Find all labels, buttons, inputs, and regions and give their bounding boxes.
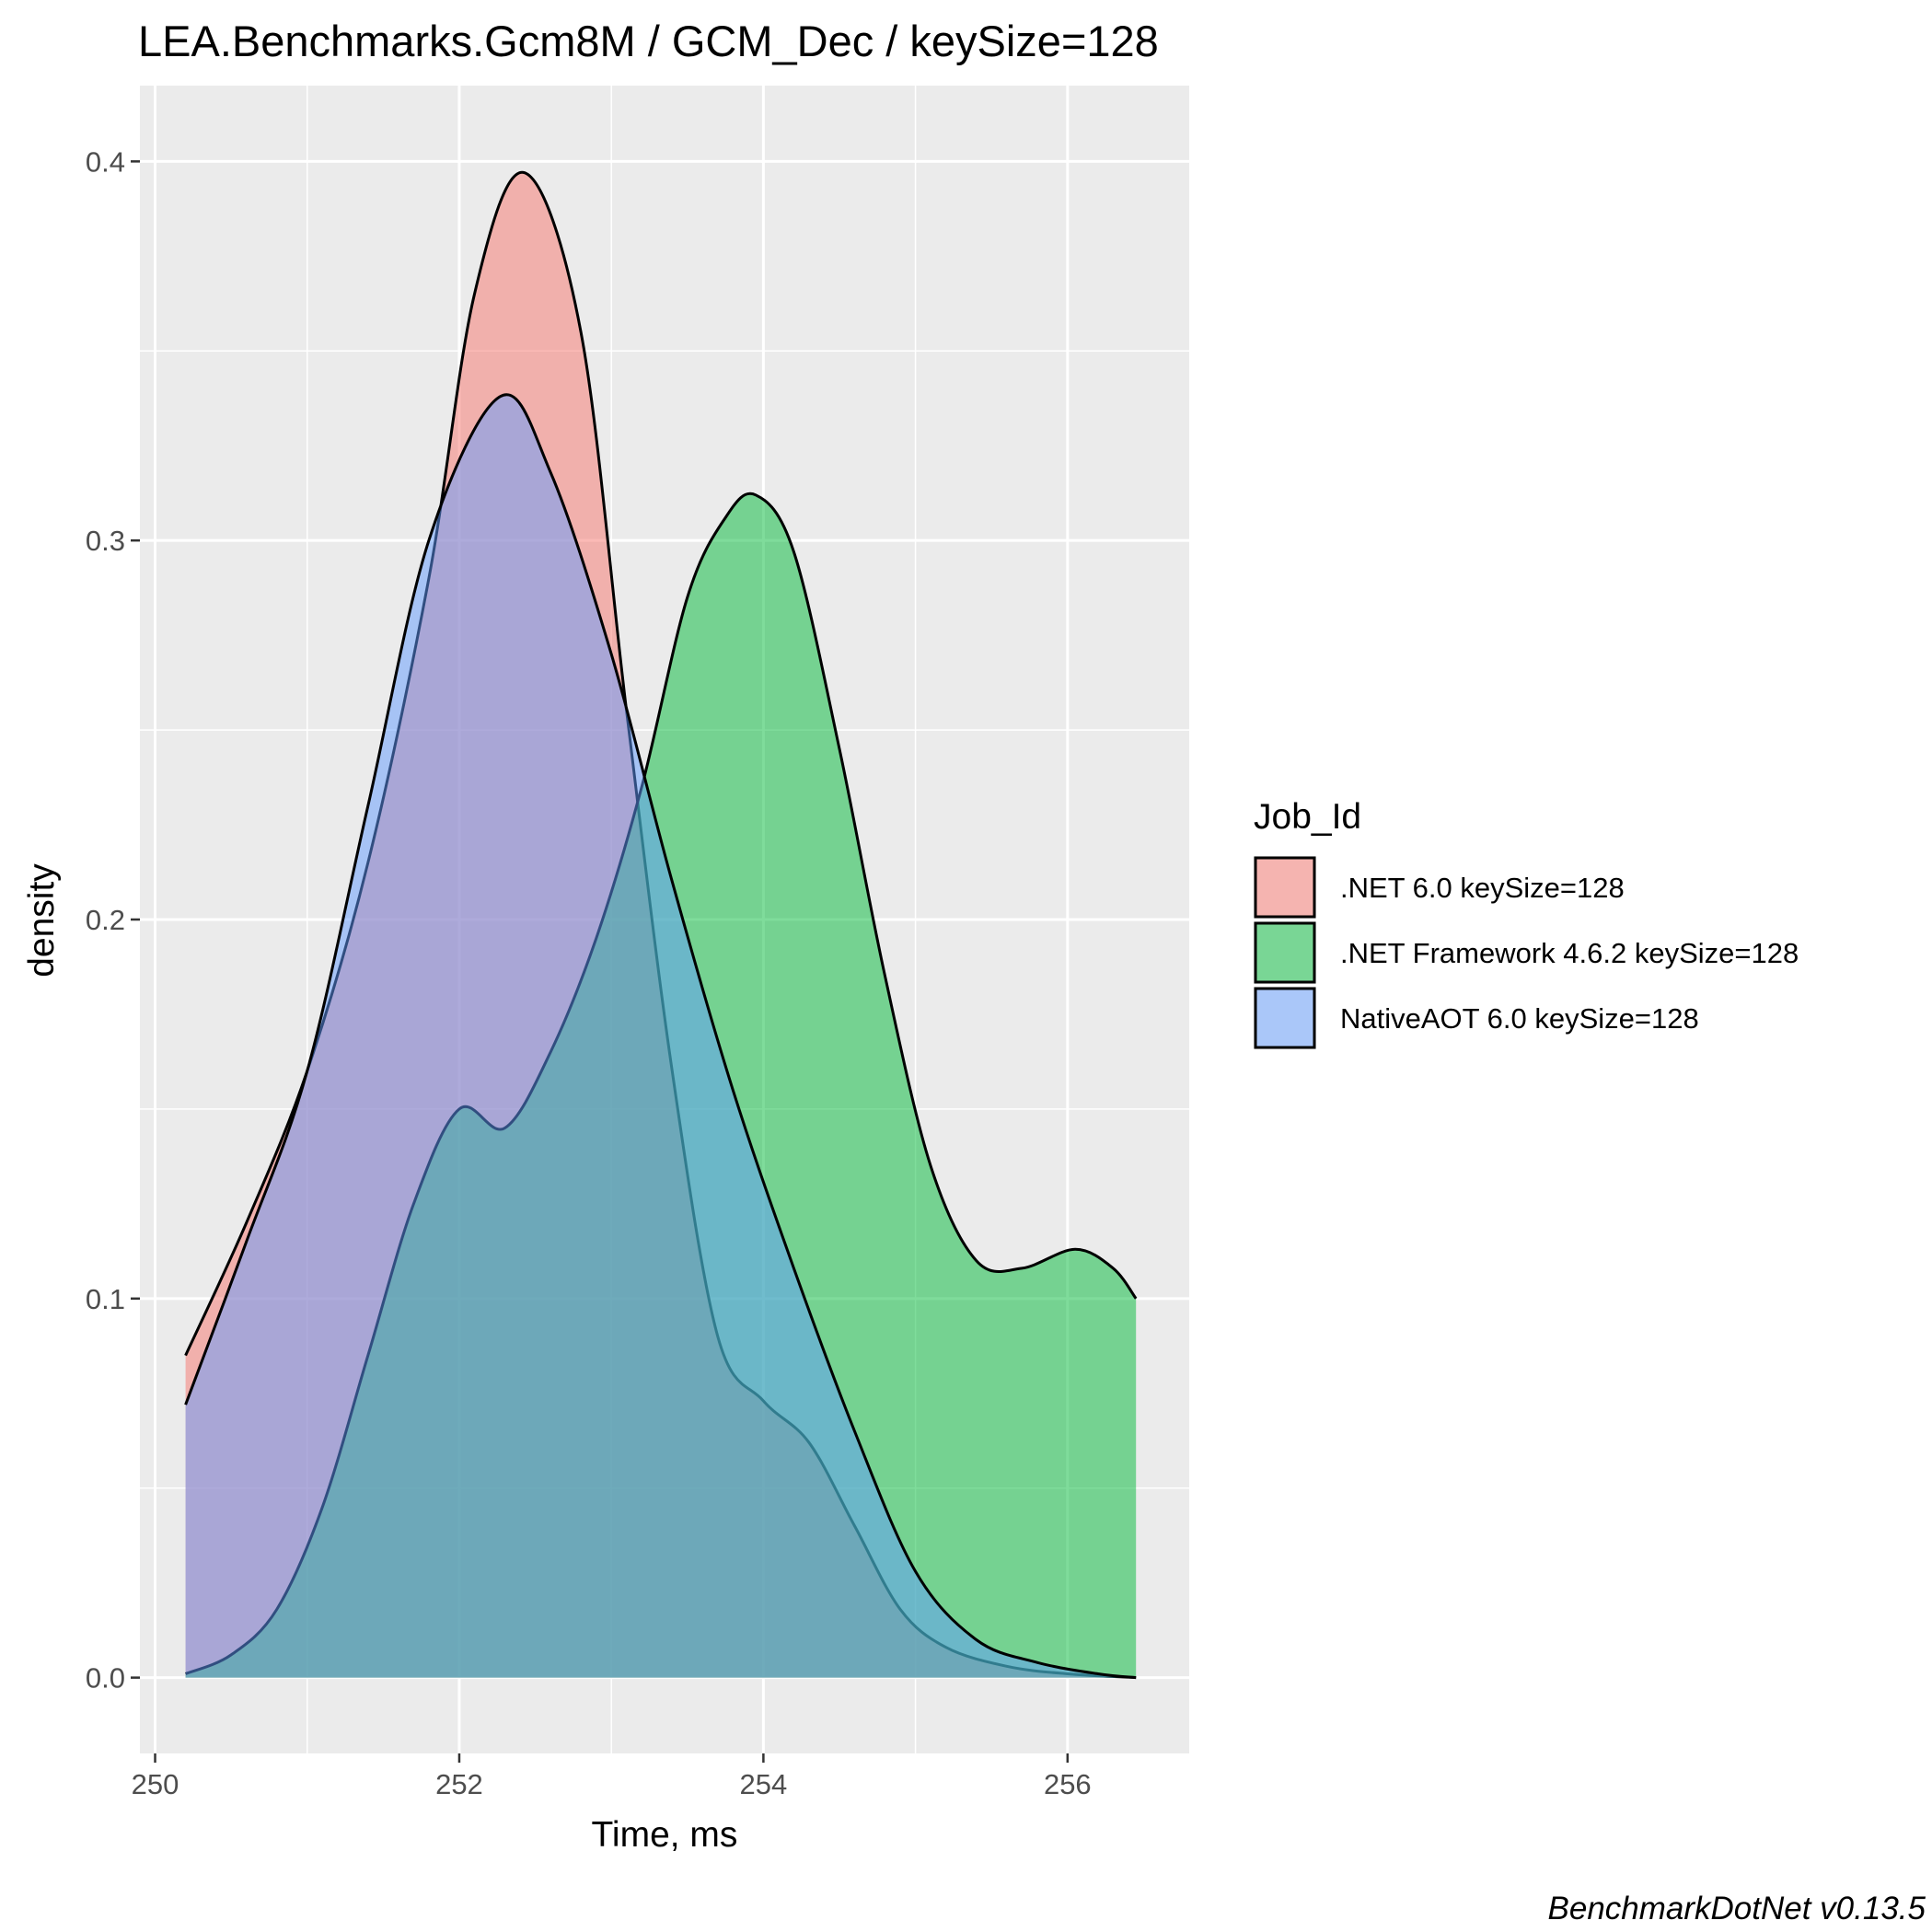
y-tick-label: 0.2 bbox=[86, 904, 125, 936]
x-tick-label: 250 bbox=[132, 1768, 179, 1800]
x-tick-label: 256 bbox=[1044, 1768, 1092, 1800]
legend: Job_Id .NET 6.0 keySize=128 .NET Framewor… bbox=[1254, 797, 1799, 1049]
x-axis: 250 252 254 256 bbox=[132, 1753, 1092, 1800]
chart-title: LEA.Benchmarks.Gcm8M / GCM_Dec / keySize… bbox=[138, 17, 1159, 65]
x-tick-label: 252 bbox=[435, 1768, 483, 1800]
legend-title: Job_Id bbox=[1254, 797, 1361, 837]
y-axis-title: density bbox=[22, 863, 62, 978]
legend-label-1: .NET 6.0 keySize=128 bbox=[1340, 872, 1625, 904]
legend-label-2: .NET Framework 4.6.2 keySize=128 bbox=[1340, 937, 1799, 969]
legend-swatch-2 bbox=[1254, 921, 1316, 984]
y-tick-label: 0.0 bbox=[86, 1662, 125, 1695]
density-line-3 bbox=[184, 393, 1137, 1680]
density-areas bbox=[184, 170, 1138, 1680]
y-axis: 0.0 0.1 0.2 0.3 0.4 bbox=[86, 145, 140, 1695]
y-tick-label: 0.1 bbox=[86, 1283, 125, 1315]
legend-label-3: NativeAOT 6.0 keySize=128 bbox=[1340, 1002, 1699, 1035]
y-tick-label: 0.4 bbox=[86, 145, 125, 178]
legend-swatch-1 bbox=[1254, 856, 1316, 919]
density-area-3 bbox=[185, 394, 1137, 1678]
x-tick-label: 254 bbox=[740, 1768, 788, 1800]
x-axis-title: Time, ms bbox=[592, 1815, 738, 1855]
caption: BenchmarkDotNet v0.13.5 bbox=[1548, 1891, 1926, 1926]
legend-swatch-3 bbox=[1254, 987, 1316, 1049]
y-tick-label: 0.3 bbox=[86, 525, 125, 557]
